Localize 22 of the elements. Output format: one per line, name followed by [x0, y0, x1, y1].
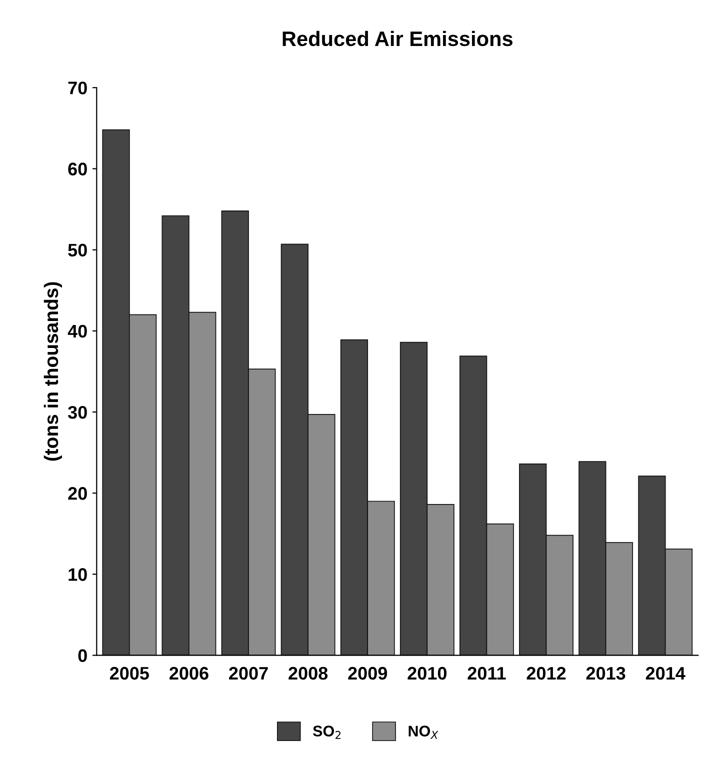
y-axis-title: (tons in thousands): [44, 282, 62, 461]
y-tick-label: 50: [68, 244, 87, 257]
x-tick-label: 2009: [348, 666, 388, 680]
legend-label: NO$_{X}$: [408, 726, 438, 739]
y-tick-label: 40: [68, 324, 87, 338]
x-tick-label: 2006: [170, 666, 208, 680]
x-tick-label: 2008: [288, 666, 328, 680]
x-tick-label: 2013: [586, 666, 626, 680]
y-tick-label: 10: [68, 568, 87, 581]
y-tick-label: 20: [68, 487, 87, 500]
x-tick-label: 2005: [110, 666, 149, 680]
x-tick-label: 2012: [526, 666, 566, 680]
x-tick-label: 2010: [408, 666, 446, 680]
chart-title: Reduced Air Emissions: [282, 30, 512, 46]
y-tick-label: 70: [68, 82, 87, 94]
x-tick-label: 2014: [646, 666, 686, 680]
x-tick-label: 2011: [468, 666, 506, 680]
y-tick-label: 60: [68, 162, 87, 176]
legend-label: SO$_{2}$: [312, 726, 340, 739]
y-tick-label: 30: [68, 406, 87, 419]
x-tick-label: 2007: [229, 666, 268, 680]
y-tick-label: 0: [78, 649, 87, 662]
